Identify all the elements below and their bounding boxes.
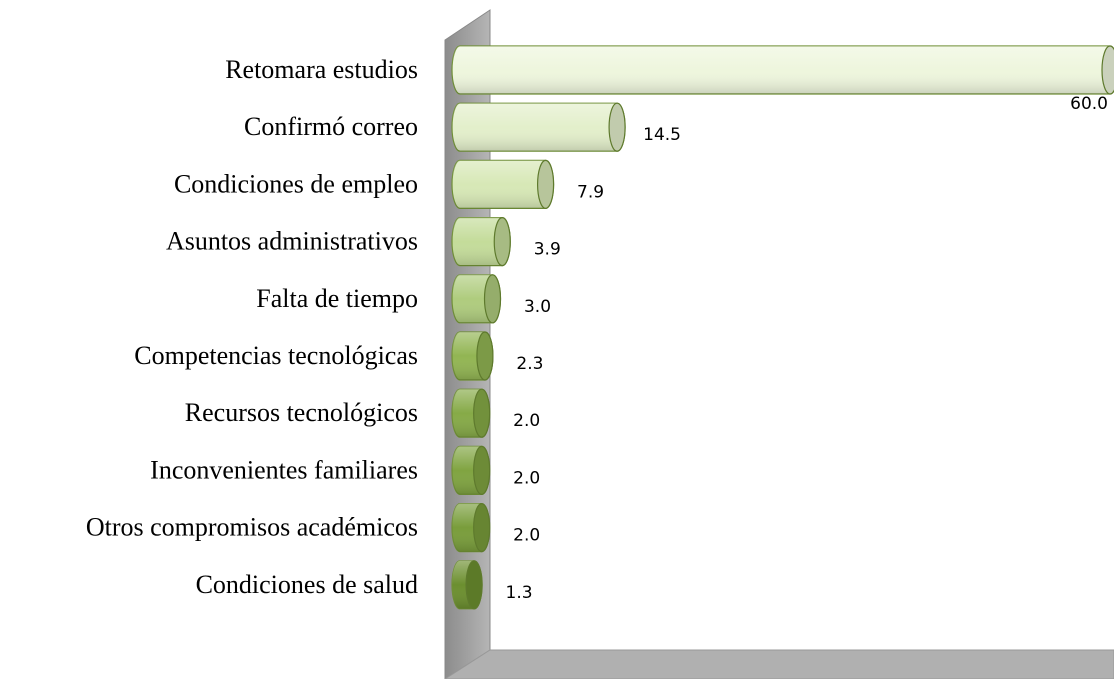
- value-label: 2.3: [516, 354, 543, 374]
- bar-cap: [608, 102, 626, 152]
- value-label: 2.0: [513, 526, 540, 546]
- value-label: 2.0: [513, 468, 540, 488]
- category-label: Condiciones de salud: [196, 570, 418, 599]
- value-label: 3.0: [524, 297, 551, 317]
- value-label: 7.9: [577, 182, 604, 202]
- category-label: Inconvenientes familiares: [150, 455, 418, 484]
- bar-cap: [1101, 45, 1114, 95]
- category-label: Confirmó correo: [244, 112, 418, 141]
- bar-shade: [452, 46, 1114, 94]
- value-label: 1.3: [506, 583, 533, 603]
- category-label: Otros compromisos académicos: [86, 513, 418, 542]
- value-label: 60.0: [1070, 94, 1108, 114]
- bar-cap: [483, 274, 502, 324]
- category-label: Recursos tecnológicos: [185, 398, 418, 427]
- bar-cap: [473, 445, 491, 495]
- bar-cap: [536, 159, 555, 209]
- value-label: 14.5: [643, 125, 681, 145]
- category-label: Retomara estudios: [225, 55, 418, 84]
- category-label: Condiciones de empleo: [174, 169, 418, 198]
- bar-cap: [476, 331, 494, 381]
- value-label: 3.9: [534, 240, 561, 260]
- bar-shade: [452, 103, 626, 152]
- bar-cap: [493, 217, 511, 267]
- bar-cap: [473, 502, 491, 553]
- bar-shade: [452, 160, 554, 209]
- value-label: 2.0: [513, 411, 540, 431]
- bar-cap: [473, 388, 491, 438]
- category-label: Competencias tecnológicas: [134, 341, 418, 370]
- category-label: Asuntos administrativos: [166, 227, 418, 256]
- category-label: Falta de tiempo: [256, 284, 418, 313]
- floor: [444, 649, 1114, 679]
- bar-cap: [465, 560, 483, 610]
